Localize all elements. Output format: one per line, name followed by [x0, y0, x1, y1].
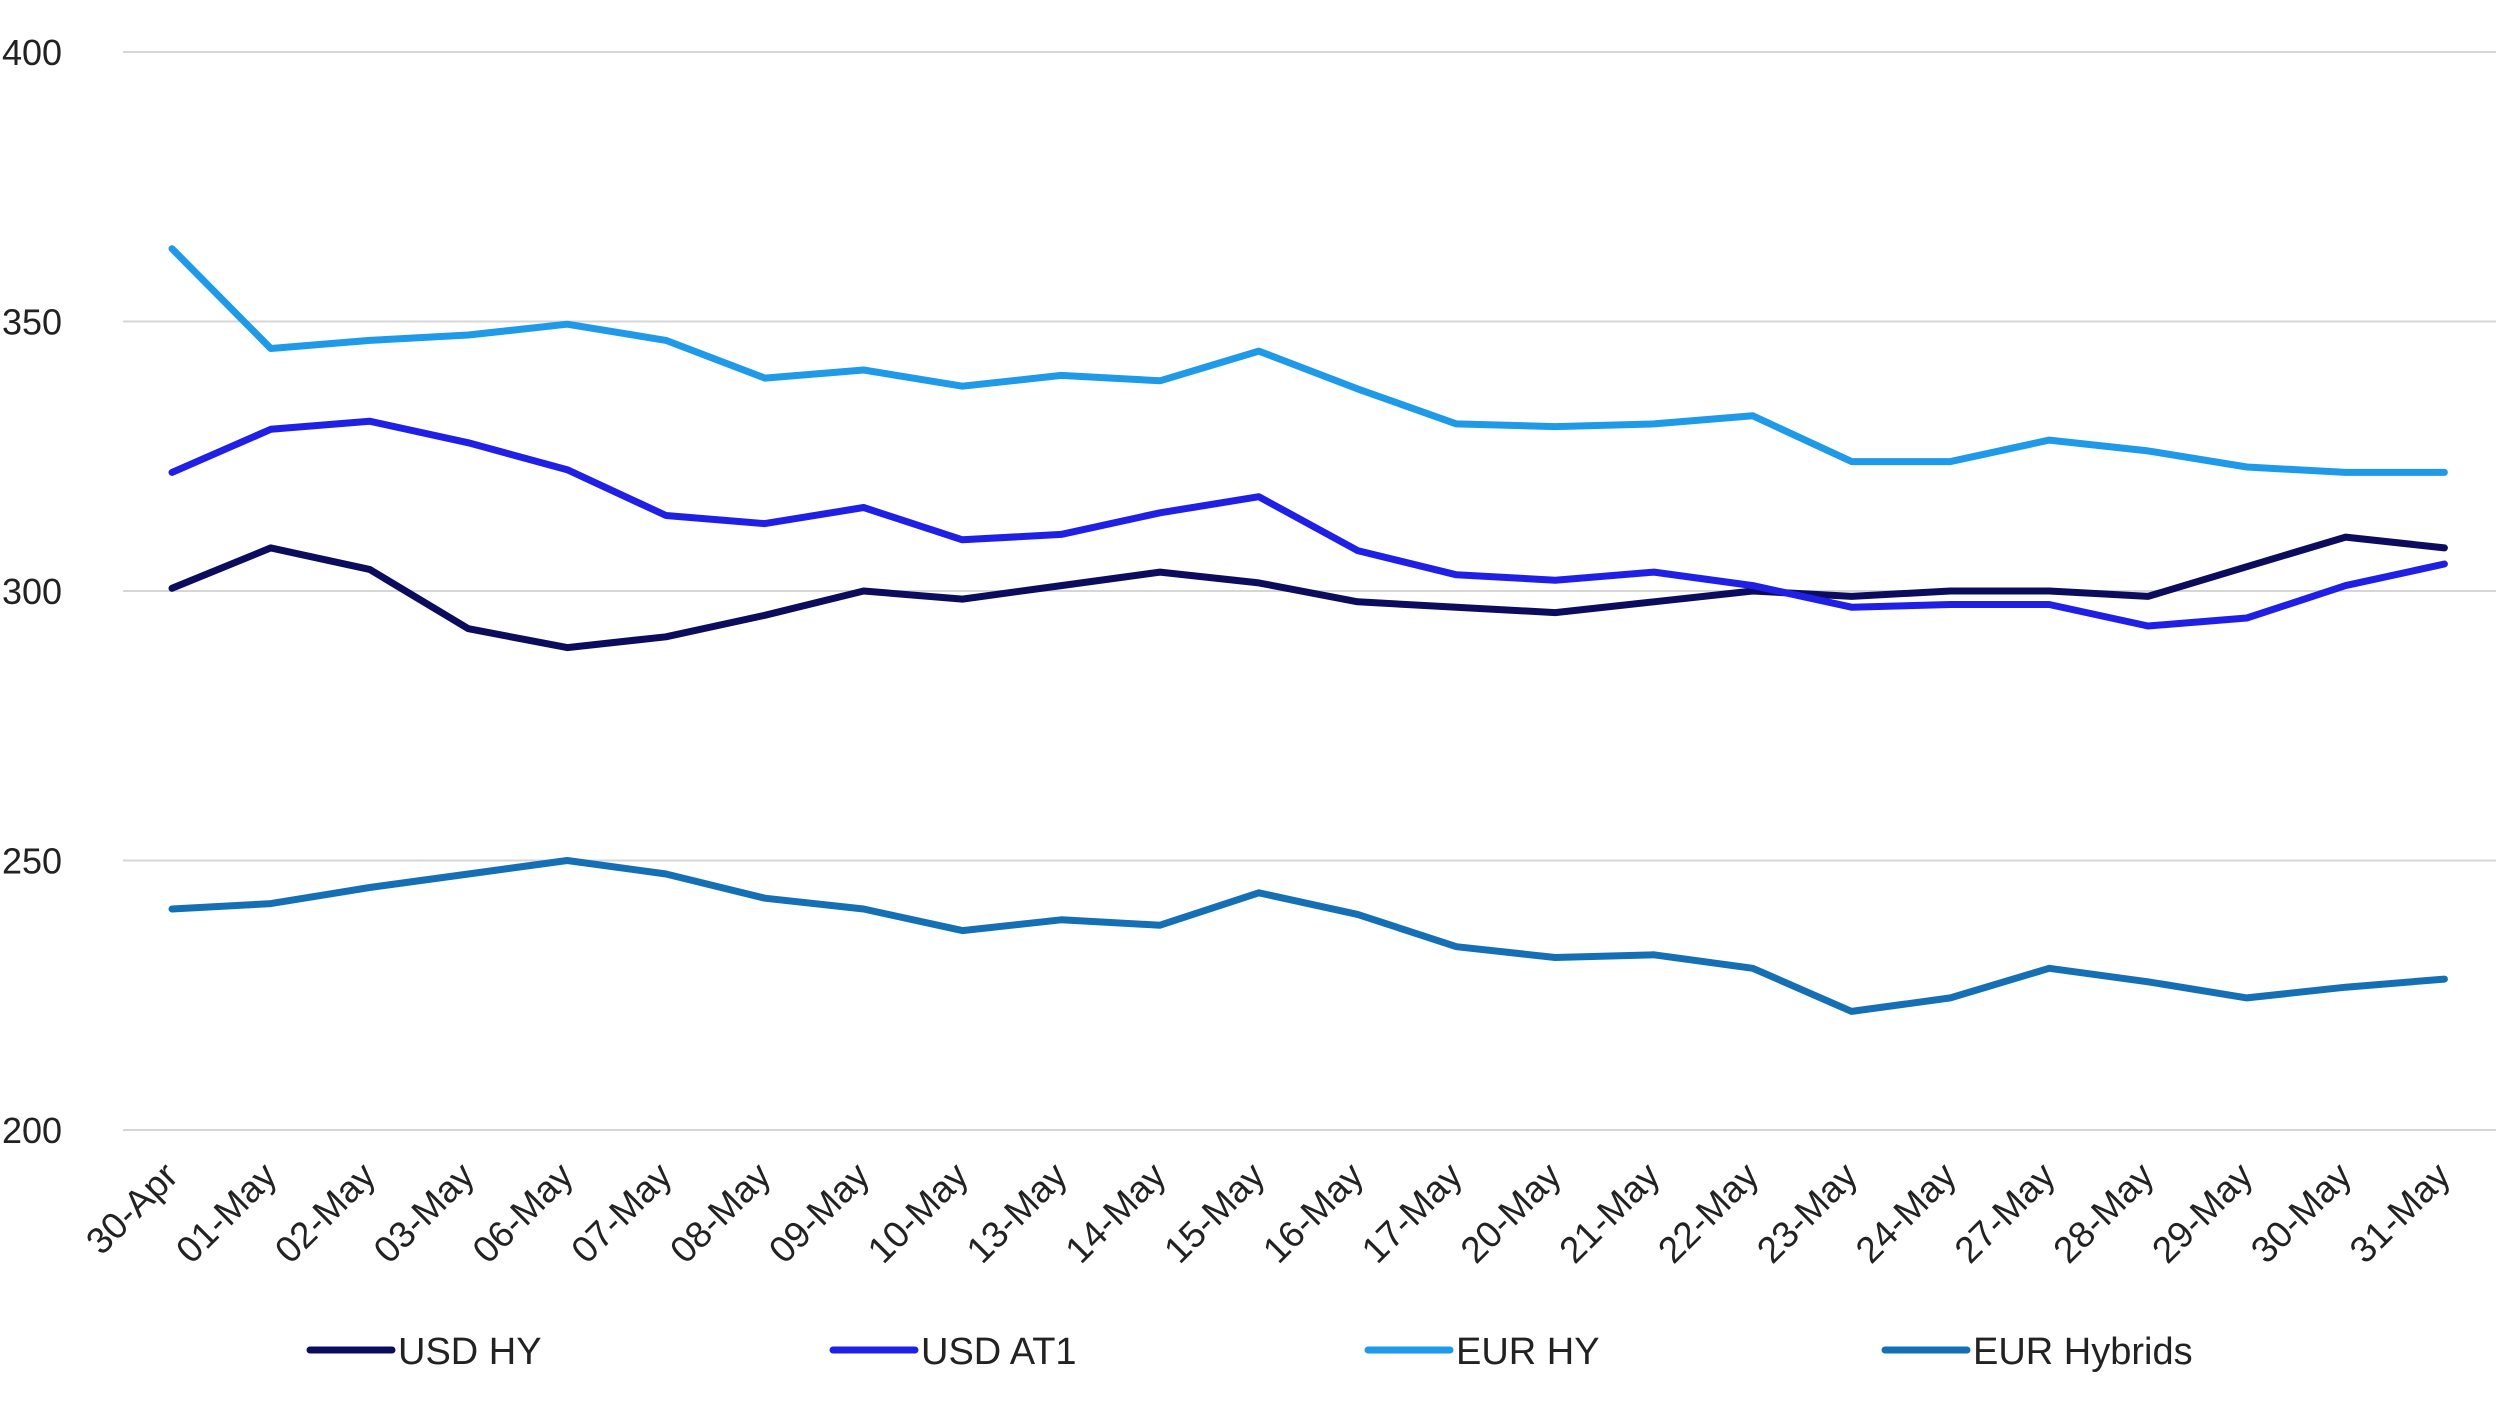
- y-tick-label: 400: [2, 32, 62, 73]
- x-tick-label: 02-May: [267, 1154, 384, 1271]
- series-line-usd-hy: [168, 533, 2448, 652]
- x-tick-label: 10-May: [860, 1154, 977, 1271]
- x-tick-label: 17-May: [1354, 1154, 1471, 1271]
- y-tick-label: 250: [2, 841, 62, 882]
- x-axis-ticks: 30-Apr01-May02-May03-May06-May07-May08-M…: [78, 1154, 2458, 1271]
- x-tick-label: 27-May: [1947, 1154, 2064, 1271]
- x-tick-label: 30-May: [2243, 1154, 2360, 1271]
- series-layer: [168, 245, 2448, 1015]
- x-tick-label: 16-May: [1255, 1154, 1372, 1271]
- x-tick-label: 14-May: [1057, 1154, 1174, 1271]
- series-line-eur-hy: [168, 245, 2448, 476]
- y-axis-ticks: 200 250 300 350 400: [2, 32, 62, 1151]
- x-tick-label: 22-May: [1650, 1154, 1767, 1271]
- series-line-eur-hybrids: [168, 857, 2448, 1015]
- series-line-usd-at1: [168, 417, 2448, 630]
- legend-label-usd-at1: USD AT1: [921, 1331, 1077, 1373]
- y-tick-label: 300: [2, 571, 62, 612]
- x-tick-label: 08-May: [662, 1154, 779, 1271]
- x-tick-label: 20-May: [1453, 1154, 1570, 1271]
- x-tick-label: 31-May: [2342, 1154, 2459, 1271]
- x-tick-label: 30-Apr: [78, 1155, 186, 1263]
- x-tick-label: 01-May: [168, 1154, 285, 1271]
- legend-label-eur-hy: EUR HY: [1456, 1331, 1600, 1373]
- x-tick-label: 06-May: [465, 1154, 582, 1271]
- x-tick-label: 21-May: [1551, 1154, 1668, 1271]
- x-tick-label: 09-May: [761, 1154, 878, 1271]
- legend-label-eur-hybrids: EUR Hybrids: [1973, 1331, 2193, 1373]
- x-tick-label: 24-May: [1848, 1154, 1965, 1271]
- x-tick-label: 13-May: [959, 1154, 1076, 1271]
- x-tick-label: 28-May: [2045, 1154, 2162, 1271]
- legend: USD HY USD AT1 EUR HY EUR Hybrids: [306, 1331, 2193, 1373]
- y-tick-label: 200: [2, 1110, 62, 1151]
- x-tick-label: 23-May: [1749, 1154, 1866, 1271]
- x-tick-label: 15-May: [1156, 1154, 1273, 1271]
- x-tick-label: 07-May: [563, 1154, 680, 1271]
- x-tick-label: 29-May: [2144, 1154, 2261, 1271]
- legend-label-usd-hy: USD HY: [398, 1331, 542, 1373]
- y-tick-label: 350: [2, 302, 62, 343]
- x-tick-label: 03-May: [366, 1154, 483, 1271]
